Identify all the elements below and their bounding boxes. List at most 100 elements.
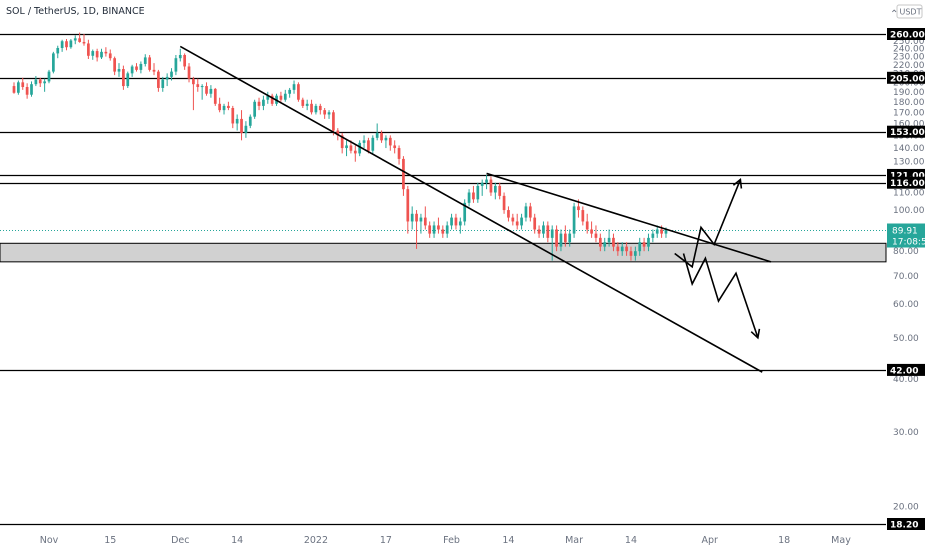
candle[interactable] (463, 199, 467, 226)
candle[interactable] (108, 49, 112, 61)
candle[interactable] (288, 87, 292, 98)
candle[interactable] (200, 84, 204, 100)
candle[interactable] (34, 76, 38, 87)
candle[interactable] (358, 140, 362, 157)
candle[interactable] (318, 103, 322, 115)
candle[interactable] (17, 80, 20, 95)
candle[interactable] (310, 99, 313, 115)
candle[interactable] (502, 192, 506, 214)
candle[interactable] (371, 135, 375, 154)
candle[interactable] (196, 78, 200, 92)
candle[interactable] (498, 182, 502, 200)
candle[interactable] (511, 213, 515, 226)
candle[interactable] (546, 221, 550, 243)
candle[interactable] (152, 63, 156, 76)
candle[interactable] (524, 202, 528, 222)
candle[interactable] (450, 213, 453, 230)
candle[interactable] (78, 32, 81, 43)
candle[interactable] (362, 135, 366, 149)
candle[interactable] (568, 229, 572, 247)
candle[interactable] (432, 221, 436, 238)
candle[interactable] (537, 225, 541, 238)
candle[interactable] (21, 77, 25, 90)
candle[interactable] (594, 225, 598, 243)
candle[interactable] (43, 78, 46, 92)
candle[interactable] (257, 97, 261, 111)
candle[interactable] (323, 108, 327, 119)
candle[interactable] (419, 213, 423, 234)
candle[interactable] (353, 145, 357, 162)
candle[interactable] (69, 39, 73, 49)
candle[interactable] (393, 140, 397, 154)
level-price-tag[interactable]: 42.00 (887, 363, 925, 377)
trendline-upper-descending[interactable] (179, 45, 763, 373)
candle[interactable] (647, 233, 650, 252)
level-price-tag[interactable]: 205.00 (887, 71, 925, 85)
candle[interactable] (253, 99, 257, 119)
candle[interactable] (104, 47, 108, 57)
candle[interactable] (244, 121, 248, 138)
candle[interactable] (135, 63, 138, 72)
candle[interactable] (161, 76, 165, 92)
candle[interactable] (485, 174, 488, 190)
candle[interactable] (183, 53, 187, 70)
candle[interactable] (585, 213, 589, 234)
candle[interactable] (642, 237, 646, 252)
candle[interactable] (458, 217, 462, 234)
candle[interactable] (476, 182, 480, 203)
candle[interactable] (467, 189, 471, 207)
candle[interactable] (629, 246, 633, 261)
level-price-tag[interactable]: 260.00 (887, 28, 925, 41)
candle[interactable] (187, 63, 191, 83)
candle[interactable] (82, 34, 86, 46)
candle[interactable] (130, 64, 134, 77)
candle[interactable] (231, 105, 235, 129)
candle[interactable] (248, 114, 252, 129)
candle[interactable] (87, 39, 90, 60)
candle[interactable] (581, 206, 585, 226)
candle[interactable] (270, 93, 274, 106)
candle[interactable] (178, 48, 182, 62)
candle[interactable] (73, 35, 77, 45)
candle[interactable] (423, 206, 427, 230)
trendline-wedge-top[interactable] (486, 172, 772, 263)
candle[interactable] (625, 242, 628, 256)
candle[interactable] (148, 54, 151, 72)
candle[interactable] (406, 185, 410, 234)
candle[interactable] (95, 48, 99, 62)
candle[interactable] (410, 206, 414, 230)
candle[interactable] (445, 221, 449, 238)
candle[interactable] (139, 61, 143, 74)
candle[interactable] (493, 182, 497, 200)
candle[interactable] (117, 63, 121, 77)
candle[interactable] (428, 221, 432, 238)
candle[interactable] (633, 246, 637, 261)
candle[interactable] (555, 225, 558, 252)
candle[interactable] (262, 95, 265, 111)
candle[interactable] (603, 237, 607, 252)
candle[interactable] (25, 83, 29, 99)
candle[interactable] (38, 77, 42, 88)
candle[interactable] (209, 85, 213, 98)
candle[interactable] (91, 49, 95, 60)
candle[interactable] (454, 213, 458, 230)
candle[interactable] (638, 237, 642, 256)
candle[interactable] (612, 233, 615, 252)
candle[interactable] (542, 221, 545, 238)
candle[interactable] (60, 39, 64, 52)
level-price-tag[interactable]: 116.00 (887, 176, 925, 190)
candle[interactable] (520, 213, 523, 230)
candle[interactable] (174, 54, 178, 76)
candle[interactable] (402, 156, 405, 196)
candle[interactable] (165, 73, 169, 87)
candle[interactable] (205, 82, 208, 96)
candle[interactable] (437, 217, 440, 234)
candle[interactable] (192, 76, 195, 111)
candle[interactable] (292, 80, 296, 94)
candle[interactable] (170, 68, 173, 81)
candle[interactable] (375, 123, 379, 141)
candle[interactable] (266, 91, 270, 104)
candle[interactable] (12, 82, 16, 94)
